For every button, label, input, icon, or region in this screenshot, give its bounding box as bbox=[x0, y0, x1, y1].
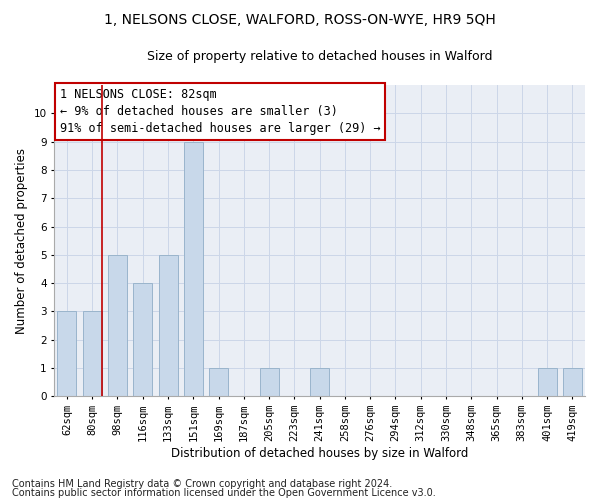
Text: Contains public sector information licensed under the Open Government Licence v3: Contains public sector information licen… bbox=[12, 488, 436, 498]
Bar bbox=[563, 368, 582, 396]
Bar bbox=[184, 142, 203, 396]
Bar bbox=[133, 283, 152, 397]
Title: Size of property relative to detached houses in Walford: Size of property relative to detached ho… bbox=[147, 50, 493, 63]
Bar bbox=[260, 368, 278, 396]
Text: 1, NELSONS CLOSE, WALFORD, ROSS-ON-WYE, HR9 5QH: 1, NELSONS CLOSE, WALFORD, ROSS-ON-WYE, … bbox=[104, 12, 496, 26]
Y-axis label: Number of detached properties: Number of detached properties bbox=[15, 148, 28, 334]
Bar bbox=[108, 255, 127, 396]
Bar bbox=[83, 312, 102, 396]
Bar bbox=[58, 312, 76, 396]
Bar bbox=[310, 368, 329, 396]
Bar bbox=[538, 368, 557, 396]
Bar bbox=[158, 255, 178, 396]
Bar bbox=[209, 368, 228, 396]
Text: Contains HM Land Registry data © Crown copyright and database right 2024.: Contains HM Land Registry data © Crown c… bbox=[12, 479, 392, 489]
Text: 1 NELSONS CLOSE: 82sqm
← 9% of detached houses are smaller (3)
91% of semi-detac: 1 NELSONS CLOSE: 82sqm ← 9% of detached … bbox=[59, 88, 380, 135]
X-axis label: Distribution of detached houses by size in Walford: Distribution of detached houses by size … bbox=[171, 447, 469, 460]
